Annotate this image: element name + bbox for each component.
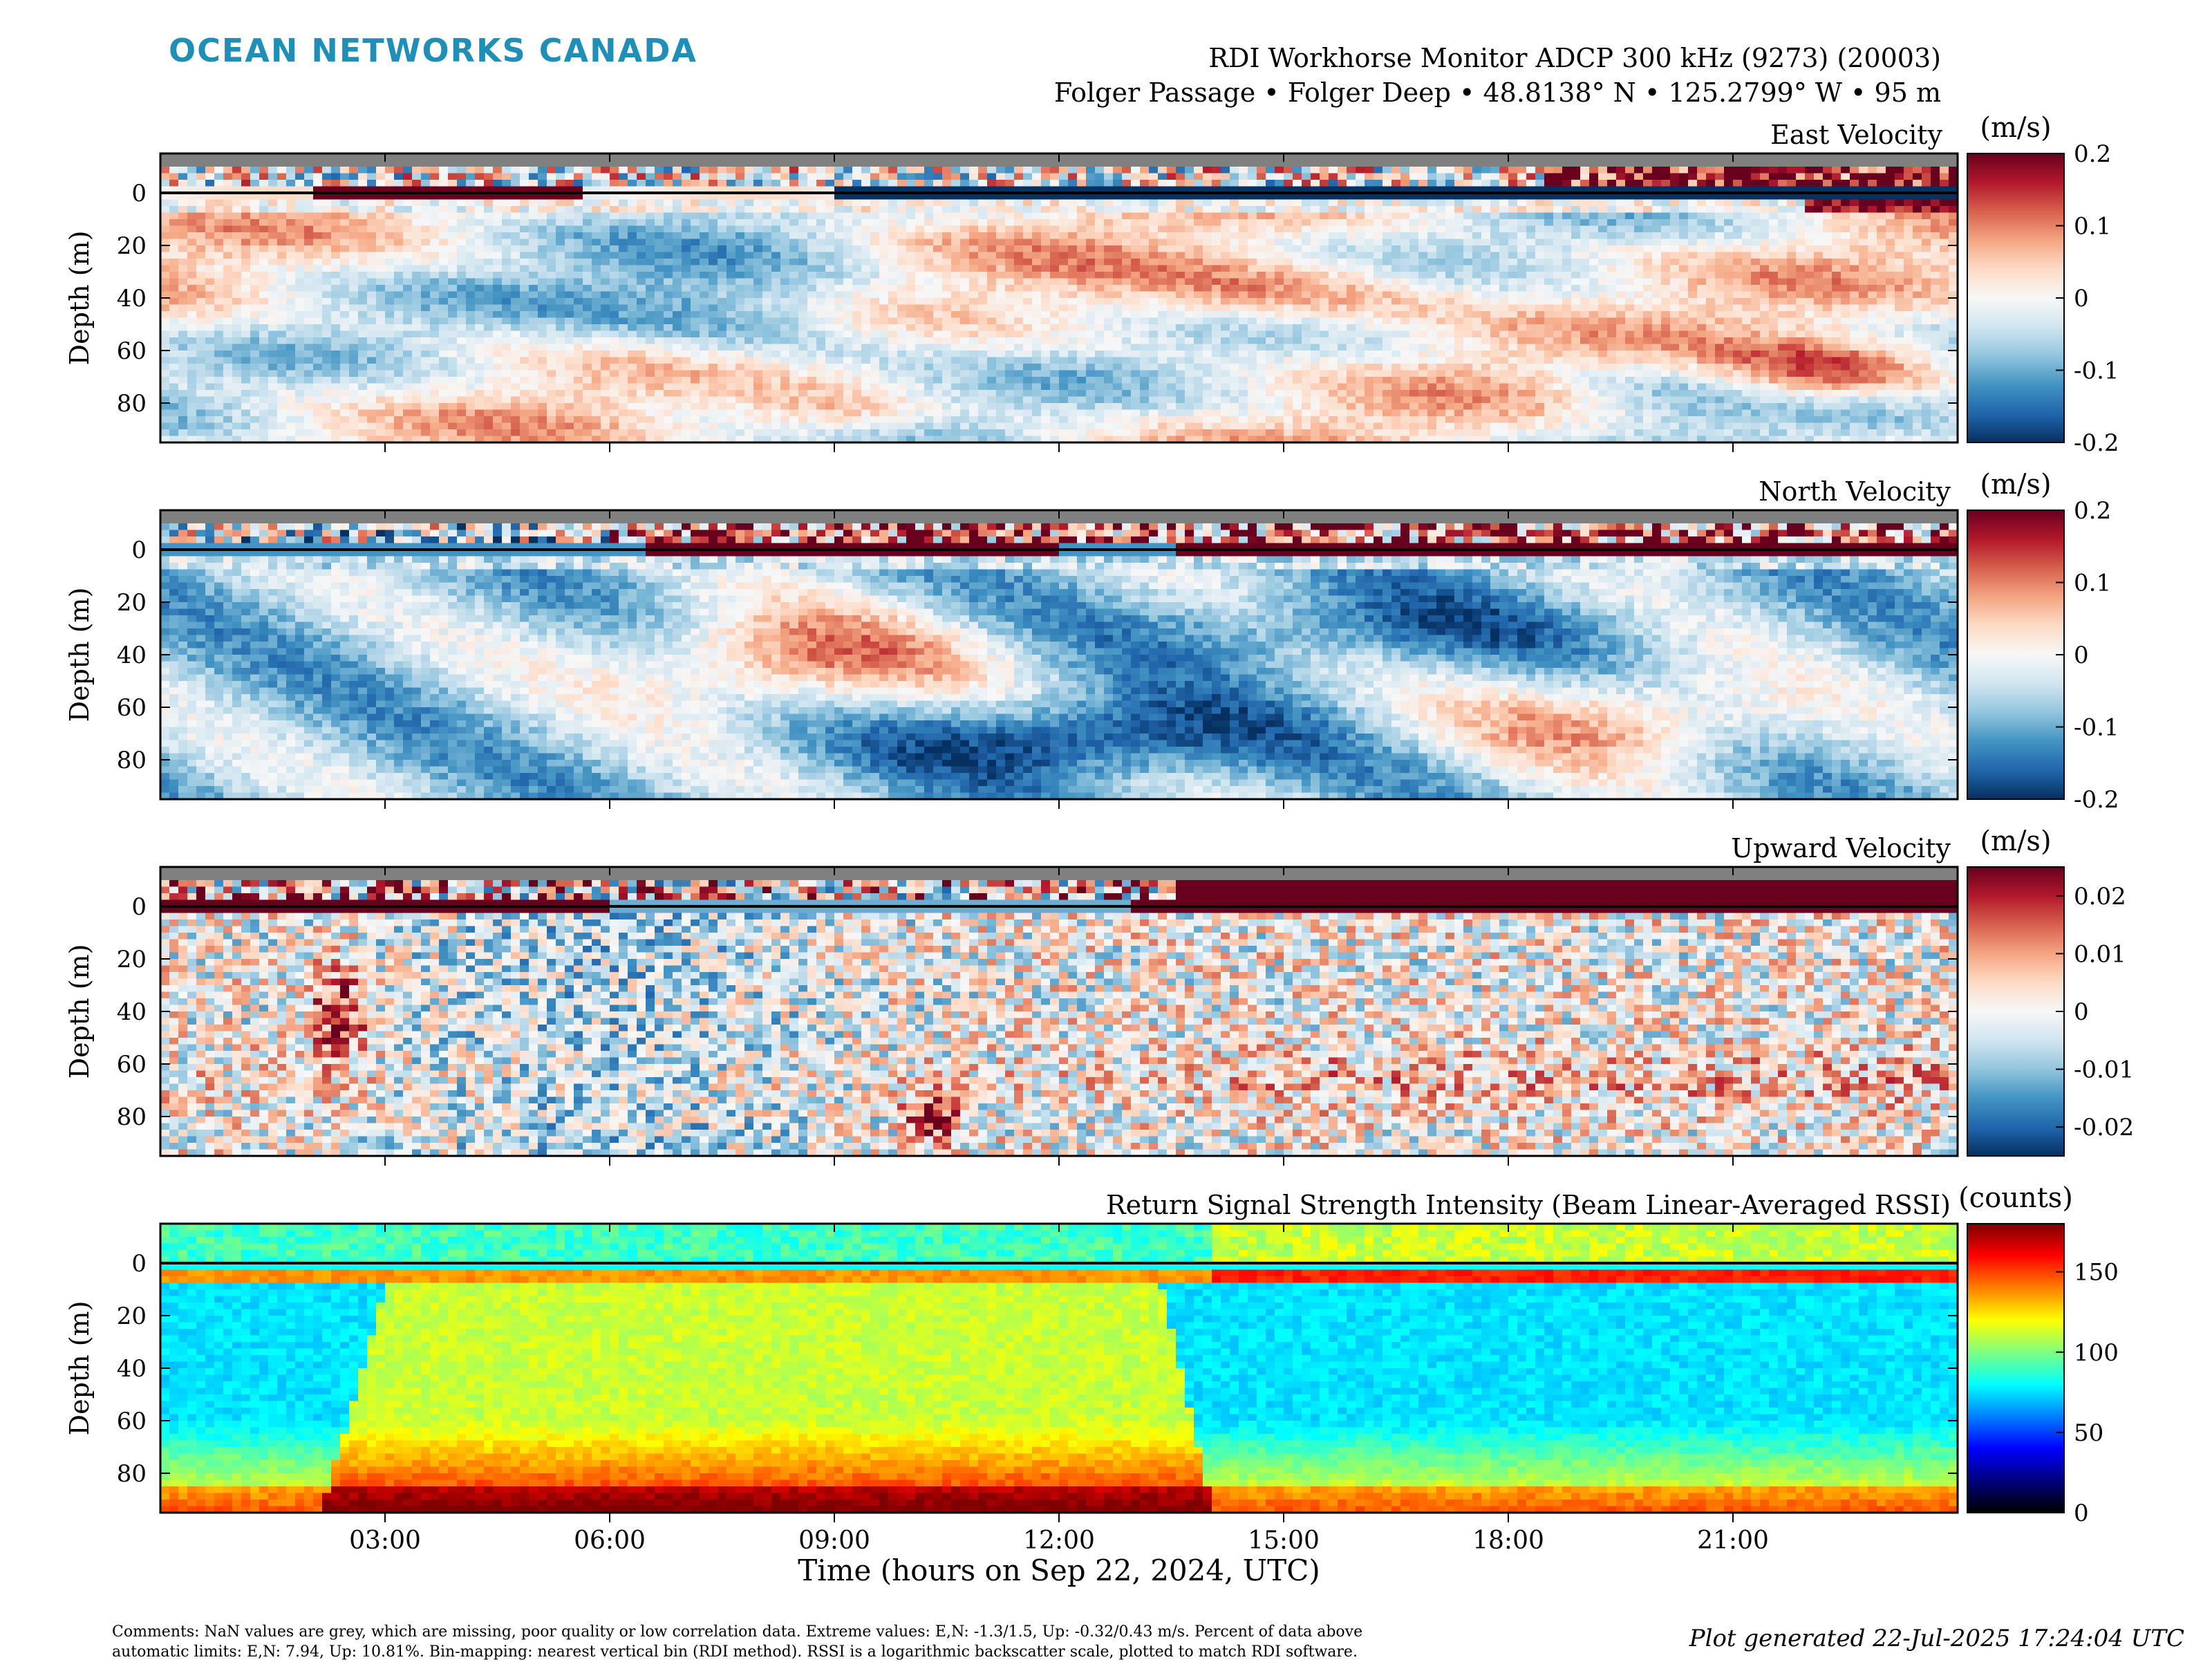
x-tick-label: 12:00 xyxy=(1023,1526,1095,1555)
panel-title: Return Signal Strength Intensity (Beam L… xyxy=(1106,1190,1951,1220)
colorbar-tick-label: 0.02 xyxy=(2074,883,2126,911)
y-tick-label: 60 xyxy=(117,1408,147,1435)
y-tick-label: 80 xyxy=(117,1460,147,1488)
colorbar xyxy=(1967,153,2064,442)
y-axis-label: Depth (m) xyxy=(64,231,95,366)
colorbar-tick-label: 0 xyxy=(2074,642,2089,669)
panel-title: East Velocity xyxy=(1770,120,1942,150)
colorbar-tick-label: 0 xyxy=(2074,1500,2089,1527)
colorbar-tick-label: -0.02 xyxy=(2074,1114,2134,1141)
y-tick-label: 80 xyxy=(117,747,147,774)
x-axis-label: Time (hours on Sep 22, 2024, UTC) xyxy=(798,1553,1320,1587)
y-tick-label: 80 xyxy=(117,390,147,418)
y-tick-label: 40 xyxy=(117,998,147,1026)
colorbar-tick-label: -0.1 xyxy=(2074,357,2119,385)
x-tick-label: 21:00 xyxy=(1697,1526,1769,1555)
y-tick-label: 40 xyxy=(117,1355,147,1383)
colorbar-tick-label: -0.1 xyxy=(2074,714,2119,742)
panel-4: Return Signal Strength Intensity (Beam L… xyxy=(64,1182,2119,1587)
colorbar-tick-label: 100 xyxy=(2074,1339,2119,1367)
colorbar-tick-label: 0 xyxy=(2074,285,2089,312)
y-tick-label: 0 xyxy=(131,893,147,921)
y-axis-label: Depth (m) xyxy=(64,1301,95,1436)
y-tick-label: 0 xyxy=(131,536,147,564)
y-tick-label: 40 xyxy=(117,285,147,312)
heatmap-cells xyxy=(160,153,1958,443)
colorbar-tick-label: 0.1 xyxy=(2074,570,2111,597)
colorbar xyxy=(1967,867,2064,1156)
y-tick-label: 20 xyxy=(117,946,147,973)
colorbar-unit: (m/s) xyxy=(1980,825,2051,857)
heatmap-cells xyxy=(160,510,1958,800)
y-tick-label: 60 xyxy=(117,1051,147,1079)
colorbar-unit: (counts) xyxy=(1958,1182,2073,1214)
x-tick-label: 06:00 xyxy=(574,1526,646,1555)
colorbar-tick-label: -0.2 xyxy=(2074,786,2119,814)
colorbar-tick-label: 0.2 xyxy=(2074,140,2111,168)
colorbar-tick-label: 50 xyxy=(2074,1419,2103,1447)
panel-title: North Velocity xyxy=(1759,476,1951,507)
colorbar-tick-label: -0.01 xyxy=(2074,1056,2134,1084)
y-tick-label: 20 xyxy=(117,1302,147,1330)
y-tick-label: 40 xyxy=(117,642,147,669)
y-tick-label: 60 xyxy=(117,694,147,722)
heatmap-cells xyxy=(160,867,1958,1157)
colorbar-tick-label: 0.2 xyxy=(2074,497,2111,525)
x-tick-label: 15:00 xyxy=(1248,1526,1320,1555)
y-tick-label: 80 xyxy=(117,1103,147,1131)
heatmap-cells xyxy=(160,1224,1958,1513)
panel-title: Upward Velocity xyxy=(1731,833,1951,863)
colorbar-tick-label: 150 xyxy=(2074,1259,2119,1287)
y-tick-label: 0 xyxy=(131,180,147,207)
x-tick-label: 09:00 xyxy=(798,1526,870,1555)
plot-generated-stamp: Plot generated 22-Jul-2025 17:24:04 UTC xyxy=(1689,1625,2184,1652)
y-axis-label: Depth (m) xyxy=(64,944,95,1079)
colorbar-tick-label: 0 xyxy=(2074,998,2089,1026)
panel-1: East Velocity 0 20 40 60 80 Depth (m) (m/s) 0.2 0… xyxy=(64,112,2119,457)
comments-line-1: Comments: NaN values are grey, which are… xyxy=(112,1622,1598,1642)
y-tick-label: 20 xyxy=(117,232,147,260)
x-tick-label: 18:00 xyxy=(1472,1526,1544,1555)
panel-2: North Velocity 0 20 40 60 80 Depth (m) (m/s) 0.2… xyxy=(64,469,2119,814)
comments-block: Comments: NaN values are grey, which are… xyxy=(112,1622,1598,1662)
colorbar-unit: (m/s) xyxy=(1980,469,2051,501)
colorbar-unit: (m/s) xyxy=(1980,112,2051,144)
colorbar xyxy=(1967,1224,2064,1513)
x-tick-label: 03:00 xyxy=(349,1526,421,1555)
y-tick-label: 0 xyxy=(131,1250,147,1278)
colorbar-tick-label: -0.2 xyxy=(2074,429,2119,457)
y-tick-label: 60 xyxy=(117,337,147,365)
y-axis-label: Depth (m) xyxy=(64,588,95,722)
colorbar xyxy=(1967,510,2064,799)
colorbar-tick-label: 0.1 xyxy=(2074,213,2111,241)
panel-3: Upward Velocity 0 20 40 60 80 Depth (m) (m/s) 0.… xyxy=(64,825,2134,1166)
colorbar-tick-label: 0.01 xyxy=(2074,940,2126,968)
y-tick-label: 20 xyxy=(117,589,147,617)
